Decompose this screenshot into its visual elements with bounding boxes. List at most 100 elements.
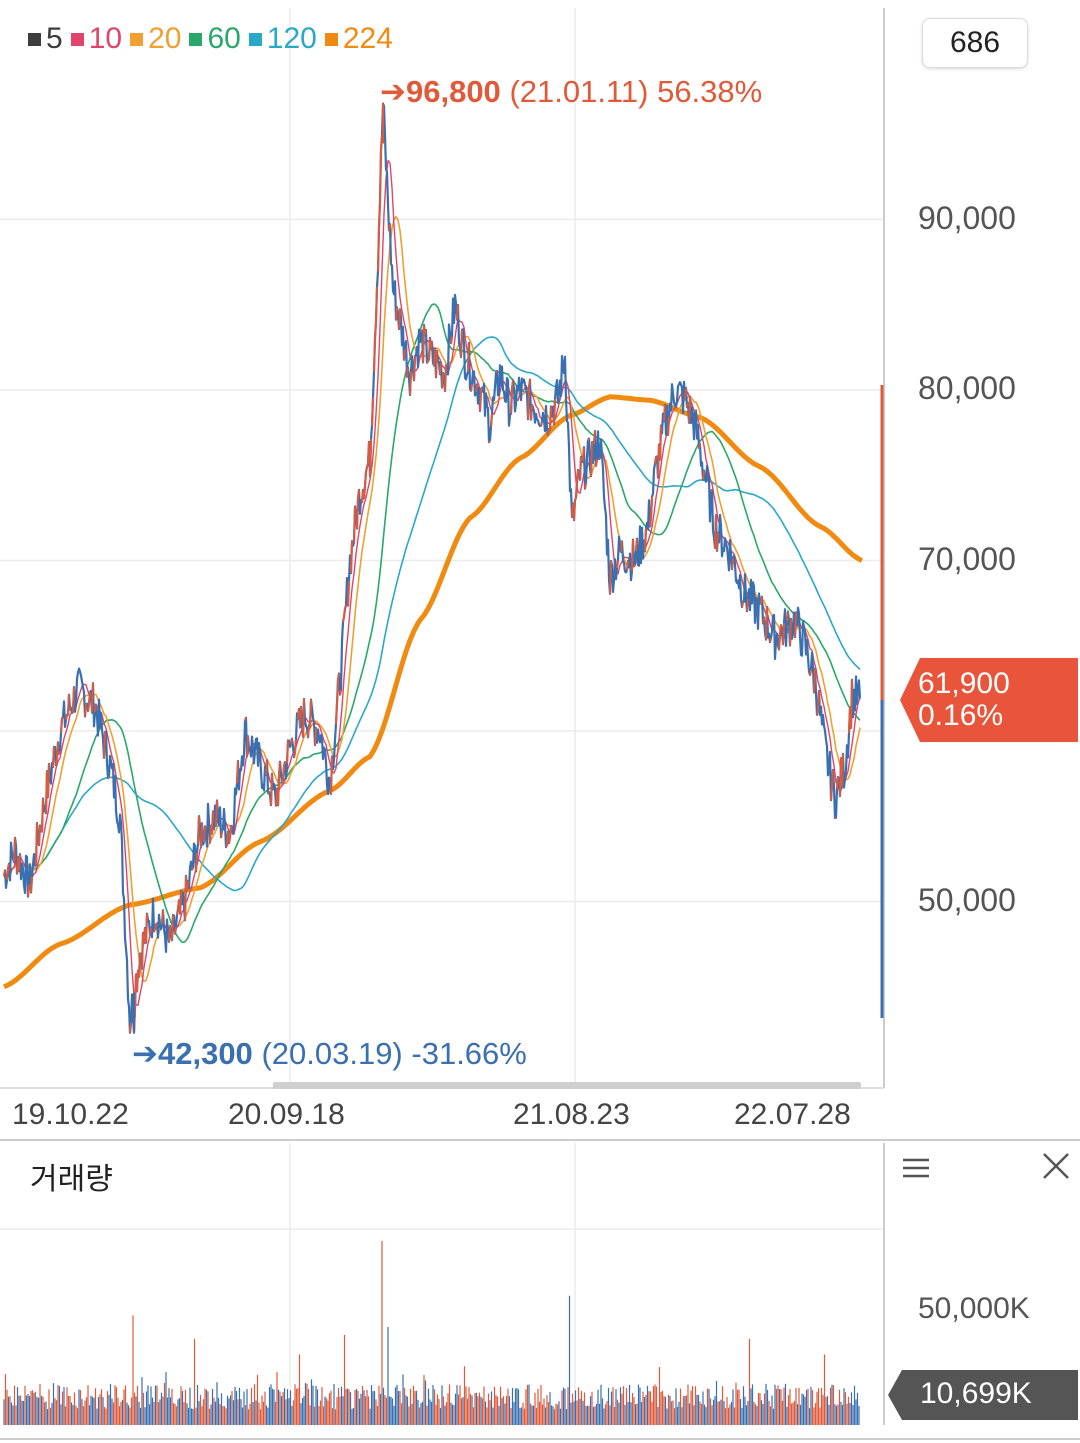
price-up-tick (314, 728, 317, 746)
price-up-tick (47, 763, 50, 798)
price-up-tick (584, 482, 587, 489)
price-up-tick (635, 538, 638, 551)
price-up-tick (176, 908, 179, 916)
price-up-tick (71, 711, 74, 714)
price-up-tick (293, 752, 296, 758)
price-up-tick (626, 560, 629, 571)
price-up-tick (168, 926, 171, 942)
ma-224-line (2, 394, 864, 990)
legend-label-5: 5 (46, 22, 63, 55)
price-up-tick (395, 307, 398, 320)
price-up-tick (55, 756, 58, 766)
price-up-tick (456, 304, 459, 320)
price-up-tick (336, 679, 339, 704)
price-up-tick (698, 443, 701, 449)
price-up-tick (134, 974, 137, 1009)
price-up-tick (13, 837, 16, 863)
price-up-tick (659, 425, 662, 460)
price-up-tick (297, 708, 300, 719)
price-up-tick (41, 798, 44, 832)
price-up-tick (762, 617, 765, 624)
price-up-tick (688, 396, 691, 423)
price-up-tick (598, 457, 601, 460)
price-up-tick (174, 927, 177, 934)
price-up-tick (420, 329, 423, 333)
price-up-tick (530, 404, 533, 420)
legend-ma-120[interactable]: 120 (248, 22, 317, 56)
period-selector[interactable]: 686 (922, 18, 1028, 68)
x-tick-label: 21.08.23 (513, 1098, 630, 1131)
legend-ma-20[interactable]: 20 (130, 22, 181, 56)
price-up-tick (16, 857, 19, 874)
close-icon[interactable] (1040, 1150, 1072, 1182)
price-chart[interactable] (0, 0, 1080, 1143)
price-up-tick (769, 637, 772, 643)
legend-ma-5[interactable]: 5 (28, 22, 63, 56)
price-up-tick (350, 541, 353, 574)
price-up-tick (277, 776, 280, 806)
price-up-tick (663, 405, 666, 422)
price-up-tick (654, 456, 657, 464)
price-up-tick (103, 732, 106, 758)
price-up-tick (527, 387, 530, 420)
price-up-tick (215, 800, 218, 827)
price-up-tick (490, 413, 493, 427)
price-up-tick (209, 825, 212, 843)
price-up-tick (270, 773, 273, 806)
low-pct: -31.66% (411, 1036, 527, 1071)
y-tick-label: 70,000 (918, 541, 1016, 577)
price-up-tick (731, 558, 734, 570)
price-up-tick (203, 826, 206, 843)
price-up-tick (6, 868, 9, 880)
price-up-tick (278, 761, 281, 777)
price-up-tick (430, 341, 433, 349)
price-up-tick (684, 387, 687, 399)
price-up-tick (403, 349, 406, 360)
price-up-tick (495, 370, 498, 374)
price-up-tick (309, 699, 312, 727)
price-up-tick (179, 891, 182, 914)
price-up-tick (177, 900, 180, 909)
price-up-tick (575, 483, 578, 498)
price-up-tick (171, 914, 174, 941)
ma-10-line (3, 159, 861, 1006)
price-up-tick (746, 599, 749, 612)
low-price: 42,300 (157, 1036, 253, 1071)
price-up-tick (154, 925, 157, 930)
low-date: (20.03.19) (261, 1036, 403, 1071)
price-up-tick (441, 372, 444, 388)
legend-ma-10[interactable]: 10 (70, 22, 122, 56)
price-up-tick (848, 707, 851, 734)
price-up-tick (620, 541, 623, 552)
legend-label-20: 20 (148, 22, 182, 55)
y-tick-label: 80,000 (918, 370, 1016, 406)
price-up-tick (302, 698, 305, 737)
volume-chart[interactable] (0, 1143, 1080, 1443)
price-up-tick (667, 417, 670, 435)
price-up-tick (549, 406, 552, 431)
price-up-tick (337, 673, 340, 681)
menu-icon[interactable] (900, 1152, 932, 1184)
price-up-tick (836, 776, 839, 790)
price-up-tick (579, 456, 582, 480)
price-up-tick (3, 870, 6, 876)
price-up-tick (30, 876, 33, 893)
x-tick-label: 20.09.18 (228, 1098, 345, 1131)
price-up-tick (573, 500, 576, 521)
price-up-tick (149, 927, 152, 935)
time-scrollbar[interactable] (273, 1082, 861, 1089)
price-up-tick (225, 844, 228, 848)
price-up-tick (595, 458, 598, 466)
price-up-tick (409, 371, 412, 396)
high-date: (21.01.11) (509, 74, 649, 109)
legend-ma-224[interactable]: 224 (324, 22, 393, 56)
price-up-tick (794, 612, 797, 638)
price-up-tick (839, 758, 842, 796)
price-up-tick (593, 431, 596, 445)
price-up-tick (528, 379, 531, 388)
price-up-tick (809, 669, 812, 676)
price-up-tick (841, 753, 844, 788)
price-up-tick (470, 383, 473, 391)
legend-ma-60[interactable]: 60 (189, 22, 241, 56)
price-up-tick (94, 705, 97, 712)
